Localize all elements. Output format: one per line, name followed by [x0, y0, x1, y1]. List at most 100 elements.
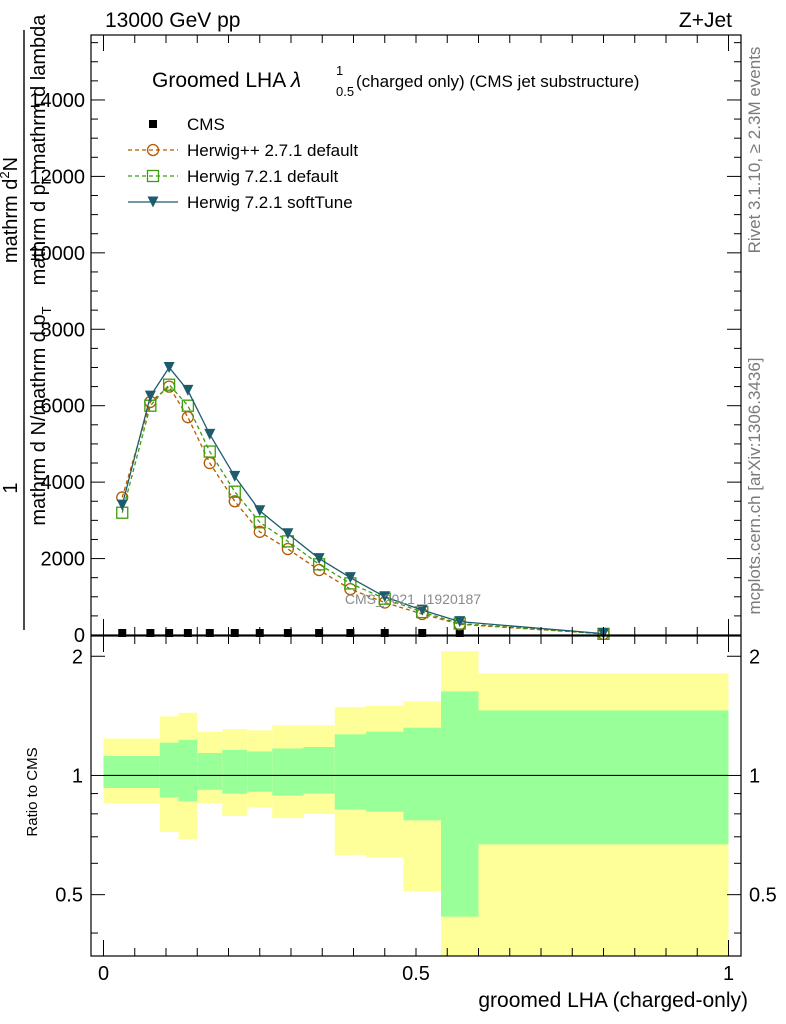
legend-label: Herwig 7.2.1 softTune	[187, 193, 353, 212]
inner-band	[272, 748, 304, 796]
legend-marker	[147, 196, 159, 208]
data-point	[163, 361, 175, 373]
data-point	[344, 572, 356, 584]
header-right: Z+Jet	[679, 9, 732, 32]
main-y-tick-label: 6000	[41, 396, 86, 418]
ratio-y-tick-label: 0.5	[749, 885, 777, 907]
data-point	[253, 525, 266, 538]
x-tick-label: 0.5	[402, 963, 430, 985]
series-3	[116, 361, 609, 640]
inner-band	[247, 751, 273, 792]
mcplots-label: mcplots.cern.ch [arXiv:1306.3436]	[745, 357, 764, 614]
inner-band	[159, 742, 179, 798]
data-point	[165, 629, 174, 637]
main-y-tick-label: 4000	[41, 472, 86, 494]
data-point	[204, 428, 216, 440]
legend: CMS Herwig++ 2.7.1 default Herwig 7.2.1 de…	[128, 115, 358, 212]
main-marks	[116, 361, 610, 641]
data-point	[455, 629, 464, 637]
data-point	[205, 629, 214, 637]
data-point	[416, 604, 428, 616]
ylabel-one: 1	[0, 482, 22, 493]
header-left: 13000 GeV pp	[105, 9, 240, 32]
legend-entry: Herwig 7.2.1 default	[128, 167, 338, 186]
ratio-y-tick-label: 0.5	[55, 885, 83, 907]
legend-entry: Herwig++ 2.7.1 default	[128, 141, 358, 160]
legend-marker	[146, 169, 160, 183]
main-x-ticks	[103, 35, 729, 635]
data-point	[379, 591, 391, 603]
data-point	[118, 629, 127, 637]
data-point	[282, 528, 294, 540]
data-point	[116, 499, 128, 511]
data-point	[183, 629, 192, 637]
data-point	[229, 470, 241, 482]
inner-band	[178, 739, 198, 802]
ratio-panel: 0.5 0.51 12 2 0 0.5 1	[55, 635, 777, 985]
legend-marker	[149, 120, 157, 128]
data-point	[281, 542, 295, 556]
main-y-ticks: 0 2000 4000 6000 8000 10000 12000 14000	[29, 42, 741, 647]
title-rest: (charged only) (CMS jet substructure)	[356, 72, 639, 91]
ratio-y-tick-label: 1	[749, 765, 760, 787]
legend-entry: Herwig 7.2.1 softTune	[128, 193, 353, 212]
inner-band	[366, 731, 404, 812]
main-panel: 0 2000 4000 6000 8000 10000 12000 14000 CMS_202…	[29, 34, 742, 647]
plot-title: Groomed LHA λ 1 0.5 (charged only) (CMS …	[152, 63, 639, 99]
series-2	[116, 378, 610, 641]
inner-band	[441, 691, 479, 917]
data-point	[254, 505, 266, 517]
legend-label: Herwig 7.2.1 default	[187, 167, 338, 186]
data-point	[144, 390, 156, 402]
data-point	[315, 629, 324, 637]
data-point	[253, 516, 266, 529]
data-point	[346, 629, 355, 637]
ylabel-numerator-2: mathrm d pTmathrm d lambda	[28, 14, 54, 286]
inner-band	[478, 710, 729, 845]
main-y-tick-label: 14000	[29, 90, 85, 112]
main-y-tick-label: 0	[74, 625, 85, 647]
legend-marker	[146, 143, 160, 157]
ratio-y-tick-label: 2	[72, 646, 83, 668]
data-point	[181, 399, 195, 412]
inner-band	[222, 749, 248, 794]
svg-text:Groomed LHA λ: Groomed LHA λ	[152, 69, 301, 92]
ylabel-denominator: mathrm d N/mathrm d pT	[28, 306, 54, 525]
main-y-tick-label: 12000	[29, 166, 85, 188]
main-y-tick-label: 10000	[29, 243, 85, 265]
inner-band	[141, 755, 160, 788]
data-point	[418, 629, 427, 637]
title-sup: 1	[336, 63, 343, 78]
data-point	[228, 495, 241, 508]
data-point	[182, 384, 194, 396]
main-y-tick-label: 8000	[41, 319, 86, 341]
ratio-y-tick-label: 2	[749, 646, 760, 668]
x-tick-label: 1	[723, 963, 734, 985]
title-sub: 0.5	[336, 84, 354, 99]
inner-band	[303, 746, 335, 794]
inner-band	[403, 727, 441, 821]
main-y-axis-label: 1 mathrm d N/mathrm d pT mathrm d2N math…	[0, 14, 54, 630]
series-line	[121, 383, 604, 635]
ratio-bands	[103, 651, 729, 956]
main-y-tick-label: 2000	[41, 549, 86, 571]
data-point	[454, 616, 466, 628]
inner-band	[334, 734, 366, 810]
data-point	[230, 629, 239, 637]
data-point	[146, 629, 155, 637]
title-symbol: λ	[290, 69, 301, 92]
ylabel-numerator-1: mathrm d2N	[0, 157, 22, 263]
data-point	[203, 445, 216, 458]
data-point	[228, 485, 241, 498]
x-axis-label: groomed LHA (charged-only)	[478, 989, 748, 1012]
legend-label: CMS	[187, 115, 225, 134]
series-line	[121, 366, 604, 635]
data-point	[162, 378, 176, 391]
data-point	[313, 553, 325, 565]
ratio-y-tick-label: 1	[72, 765, 83, 787]
analysis-watermark: CMS_2021_I1920187	[345, 591, 481, 607]
ratio-y-ticks: 0.5 0.5 1 1 2 2	[55, 646, 777, 934]
inner-band	[197, 752, 223, 790]
ratio-y-axis-label: Ratio to CMS	[24, 747, 41, 836]
